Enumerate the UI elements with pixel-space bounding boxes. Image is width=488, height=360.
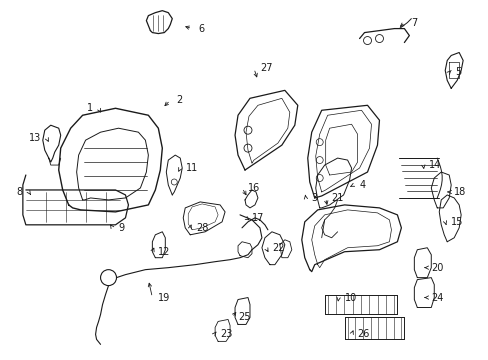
- Text: 12: 12: [158, 247, 170, 257]
- Text: 17: 17: [251, 213, 264, 223]
- Text: 18: 18: [453, 187, 466, 197]
- Text: 4: 4: [359, 180, 365, 190]
- Text: 27: 27: [260, 63, 272, 73]
- Text: 19: 19: [158, 293, 170, 302]
- Text: 6: 6: [198, 24, 204, 33]
- Text: 16: 16: [247, 183, 260, 193]
- Text: 25: 25: [238, 312, 250, 323]
- Text: 10: 10: [344, 293, 356, 302]
- Text: 21: 21: [331, 193, 344, 203]
- Text: 2: 2: [176, 95, 182, 105]
- Text: 24: 24: [430, 293, 443, 302]
- Text: 23: 23: [220, 329, 232, 339]
- Text: 28: 28: [196, 223, 208, 233]
- Text: 26: 26: [357, 329, 369, 339]
- Text: 7: 7: [410, 18, 417, 28]
- Text: 14: 14: [428, 160, 441, 170]
- Text: 15: 15: [450, 217, 463, 227]
- Text: 8: 8: [17, 187, 23, 197]
- Text: 3: 3: [311, 193, 317, 203]
- Text: 9: 9: [118, 223, 124, 233]
- Text: 1: 1: [86, 103, 92, 113]
- Text: 22: 22: [271, 243, 284, 253]
- Text: 20: 20: [430, 263, 443, 273]
- Text: 13: 13: [28, 133, 41, 143]
- Text: 5: 5: [454, 67, 461, 77]
- Text: 11: 11: [186, 163, 198, 173]
